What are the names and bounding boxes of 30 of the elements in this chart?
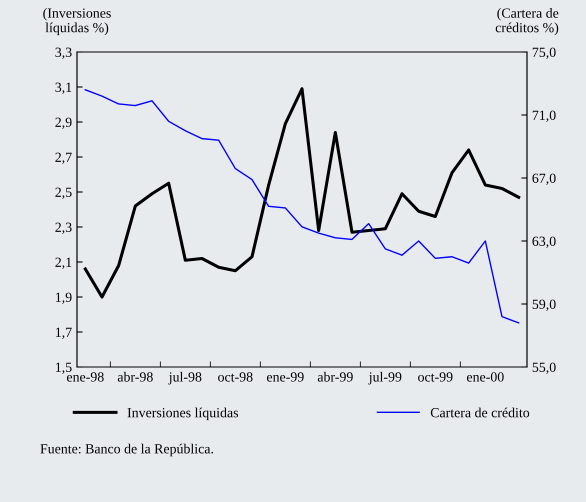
source-note: Fuente: Banco de la República. — [40, 444, 214, 456]
y2-tick-label: 59,0 — [532, 300, 556, 311]
x-tick-label: ene-00 — [466, 372, 504, 382]
y2-axis-title: (Cartera de créditos %) — [496, 8, 558, 36]
y2-tick-label: 71,0 — [532, 110, 556, 122]
x-tick-label: jul-99 — [368, 372, 402, 384]
y2-tick-label: 55,0 — [532, 362, 556, 374]
x-tick-label: jul-98 — [168, 372, 202, 384]
y-tick-label: 2,7 — [55, 152, 72, 164]
y-tick-label: 1,5 — [56, 362, 72, 374]
legend-label: Inversiones líquidas — [128, 408, 238, 420]
legend-label: Cartera de crédito — [430, 408, 530, 418]
y-tick-label: 1,9 — [56, 292, 72, 304]
y-tick-label: 2,5 — [55, 188, 72, 199]
y-axis-title: (Inversiones líquidas %) — [43, 8, 111, 36]
y2-tick-label: 75,0 — [532, 48, 556, 59]
y-tick-label: 1,7 — [56, 328, 72, 339]
y-tick-label: 3,1 — [55, 82, 72, 94]
x-tick-label: oct-98 — [218, 372, 253, 382]
x-tick-label: ene-98 — [66, 372, 104, 382]
x-tick-label: oct-99 — [418, 372, 453, 382]
y2-tick-label: 63,0 — [532, 236, 556, 248]
x-tick-label: abr-99 — [318, 372, 353, 382]
y-tick-label: 3,3 — [55, 48, 72, 59]
y-tick-label: 2,9 — [55, 118, 72, 129]
y-tick-label: 2,1 — [55, 258, 72, 269]
x-tick-label: abr-98 — [118, 372, 153, 382]
y2-tick-label: 67,0 — [532, 174, 556, 185]
y-tick-label: 2,3 — [55, 222, 72, 234]
x-tick-label: ene-99 — [266, 372, 304, 382]
